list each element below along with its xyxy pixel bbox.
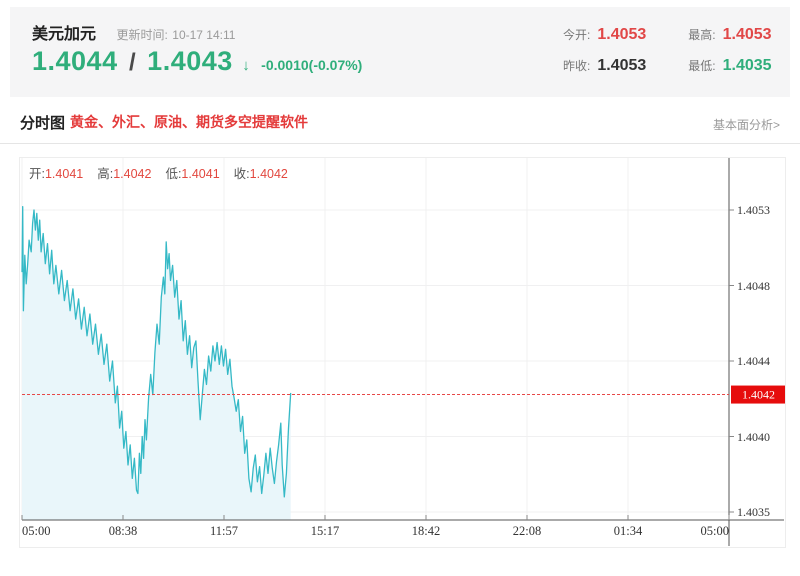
stat-value: 1.4053 [597,57,647,74]
stat-value: 1.4035 [722,57,772,74]
symbol-row: 美元加元 更新时间: 10-17 14:11 [32,20,235,44]
intraday-chart-container[interactable]: 1.4042 开:1.4041 高:1.4042 低:1.4041 收:1.4042 1.… [19,157,786,548]
promo-link[interactable]: 黄金、外汇、原油、期货多空提醒软件 [70,114,308,130]
y-axis-label: 1.4044 [737,354,770,368]
price-separator: / [129,49,136,76]
tab-intraday-chart[interactable]: 分时图 [20,115,66,132]
ohlc-value: 1.4042 [113,167,152,181]
quote-panel: 美元加元 更新时间: 10-17 14:11 1.4044 / 1.4043 ↓… [10,7,790,97]
stat-value: 1.4053 [722,26,772,43]
ohlc-label: 低: [165,167,182,181]
x-axis-label: 22:08 [512,524,542,538]
price-line [21,205,292,498]
y-axis-label: 1.4035 [737,505,770,519]
down-arrow-icon: ↓ [242,57,250,74]
x-axis-label: 11:57 [209,524,238,538]
ohlc-legend: 开:1.4041 高:1.4042 低:1.4041 收:1.4042 [29,163,302,182]
bid-price: 1.4044 [32,46,118,76]
vertical-gridlines [21,158,629,520]
price-area [22,206,291,520]
x-axis-label: 08:38 [108,524,138,538]
y-axis-label: 1.4053 [737,203,770,217]
stat-label: 昨收: [563,59,591,73]
ohlc-label: 开: [29,167,45,181]
symbol-name: 美元加元 [32,26,97,43]
x-axis-label: 05:00 [700,524,729,538]
y-axis-label: 1.4048 [737,278,770,293]
fundamental-analysis-link[interactable]: 基本面分析> [712,118,780,132]
intraday-chart-svg[interactable]: 1.4042 [20,158,785,547]
current-price-badge: 1.4042 [731,385,785,404]
svg-text:1.4042: 1.4042 [742,388,775,402]
price-change: -0.0010(-0.07%) [261,57,363,73]
stat-today-open: 今开: 1.4053 [563,26,646,44]
x-axis-label: 01:34 [613,524,643,538]
ohlc-label: 高: [97,167,114,181]
update-time-label: 更新时间: [116,28,168,42]
ohlc-label: 收: [233,167,250,181]
x-axis-label: 05:00 [22,524,51,538]
quote-main: 1.4044 / 1.4043 ↓ -0.0010(-0.07%) [32,46,362,77]
stat-value: 1.4053 [597,26,647,43]
y-axis-label: 1.4040 [737,429,770,444]
stat-label: 最低: [688,59,716,73]
update-time-value: 10-17 14:11 [172,28,236,42]
stat-day-low: 最低: 1.4035 [688,57,771,75]
quote-stats: 今开: 1.4053 最高: 1.4053 昨收: 1.4053 最低: 1.4035 [563,26,772,75]
ohlc-value: 1.4042 [249,167,288,181]
x-axis-label: 18:42 [411,524,441,538]
stat-label: 最高: [688,28,716,42]
stat-prev-close: 昨收: 1.4053 [563,57,646,75]
tab-bar: 分时图 黄金、外汇、原油、期货多空提醒软件 基本面分析> [0,100,800,144]
ohlc-value: 1.4041 [181,167,220,181]
axis-ticks [21,209,734,520]
ohlc-value: 1.4041 [44,167,84,181]
stat-label: 今开: [563,28,591,42]
ask-price: 1.4043 [147,46,233,76]
x-axis-label: 15:17 [310,524,340,538]
stat-day-high: 最高: 1.4053 [688,26,771,44]
